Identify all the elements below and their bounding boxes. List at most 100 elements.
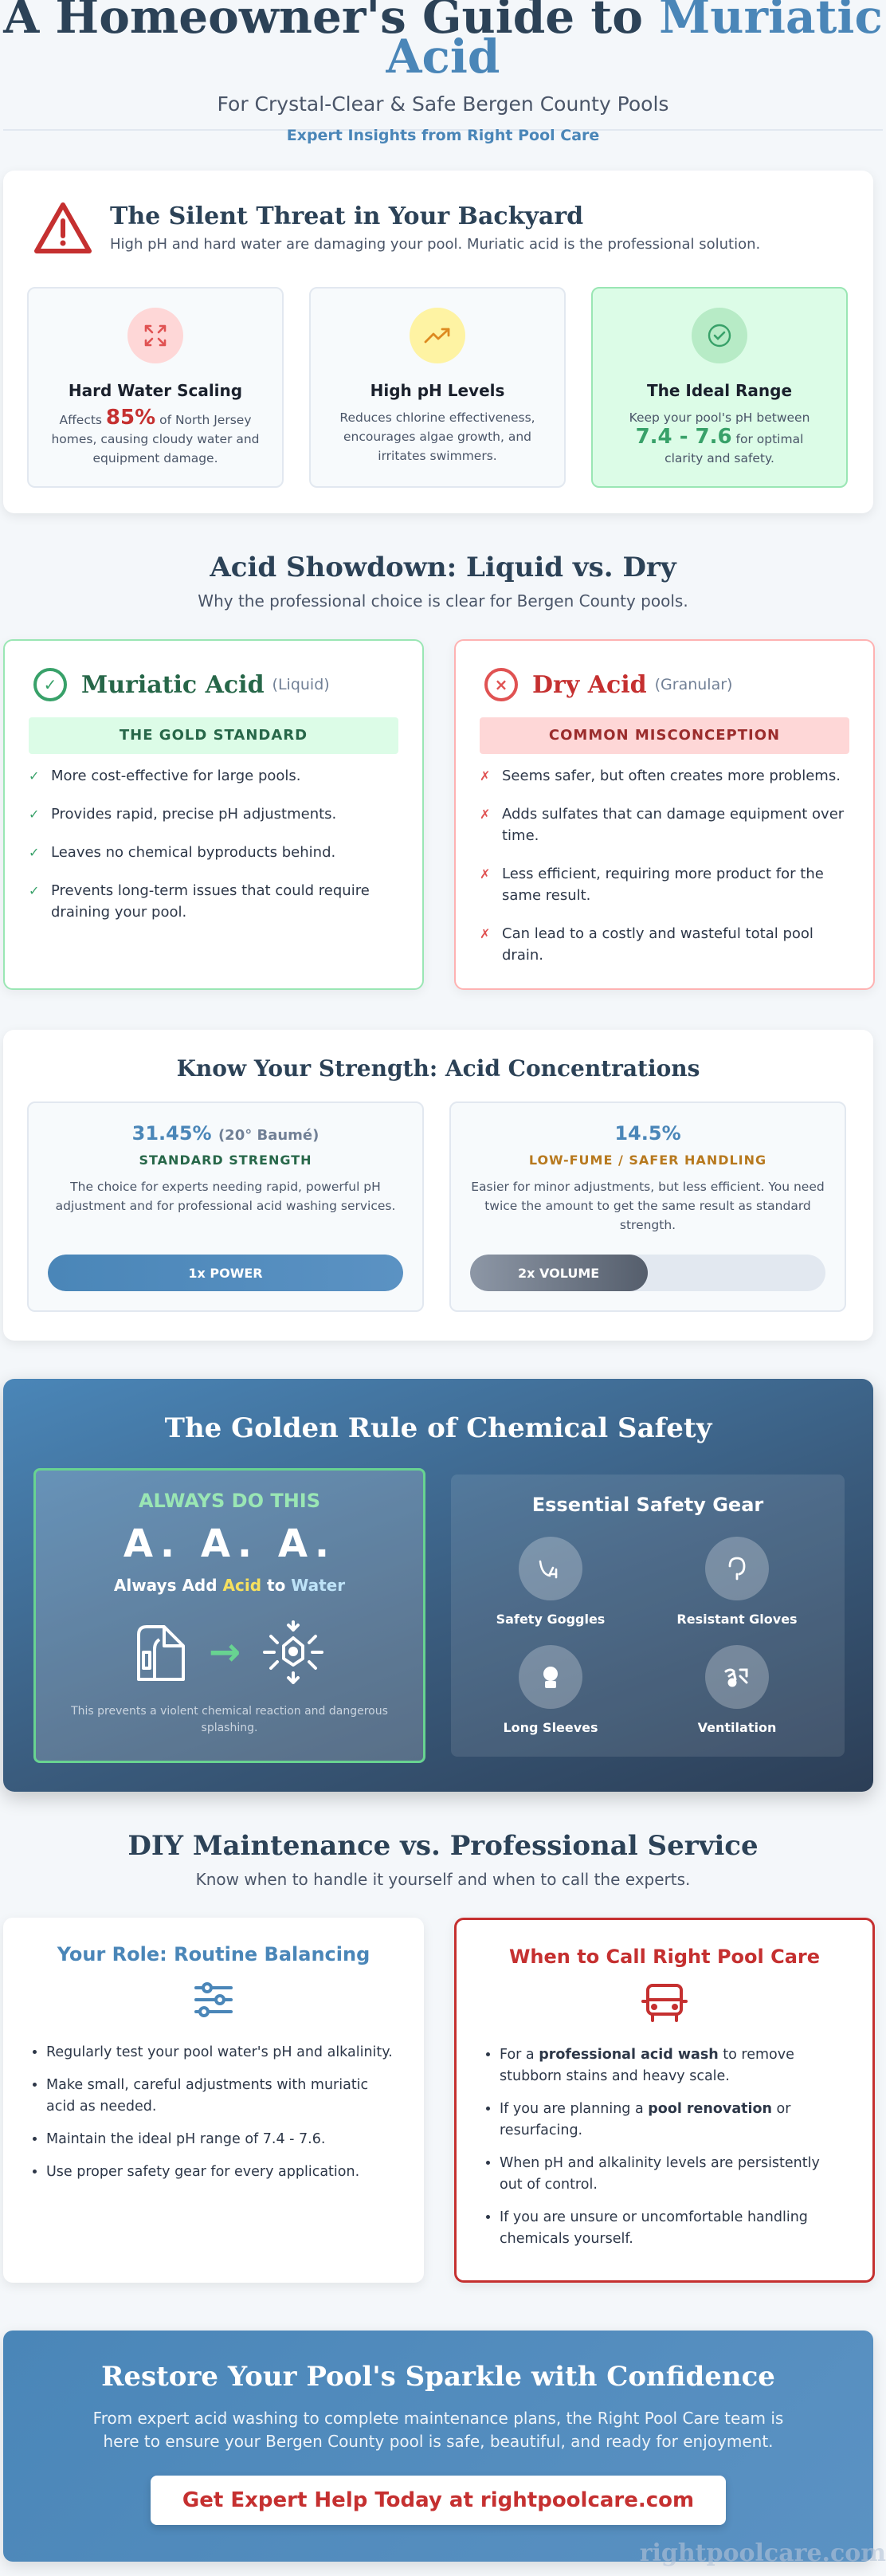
- card-text: Reduces chlorine effectiveness, encourag…: [339, 410, 535, 463]
- gear-item: Resistant Gloves: [645, 1537, 829, 1627]
- strength-section: Know Your Strength: Acid Concentrations …: [3, 1030, 873, 1341]
- trending-up-icon: [410, 308, 465, 363]
- arrow-right-icon: →: [208, 1630, 241, 1675]
- strength-title: Know Your Strength: Acid Concentrations: [176, 1055, 700, 1082]
- volume-bar-fill: 2x VOLUME: [470, 1255, 648, 1291]
- call-experts-card: When to Call Right Pool Care For a profe…: [454, 1918, 875, 2283]
- safety-gear-panel: Essential Safety Gear Safety Goggles Res…: [451, 1475, 845, 1757]
- threat-title: The Silent Threat in Your Backyard: [110, 202, 584, 230]
- sliders-icon: [194, 1982, 233, 2017]
- always-heading: ALWAYS DO THIS: [138, 1490, 321, 1512]
- list-item: Maintain the ideal pH range of 7.4 - 7.6…: [46, 2129, 398, 2150]
- cta-section: Restore Your Pool's Sparkle with Confide…: [3, 2331, 873, 2562]
- cta-text: From expert acid washing to complete mai…: [92, 2409, 784, 2451]
- dry-acid-card: × Dry Acid (Granular) COMMON MISCONCEPTI…: [454, 639, 875, 990]
- list-item: ✓ Provides rapid, precise pH adjustments.: [29, 803, 398, 825]
- golden-rule-section: The Golden Rule of Chemical Safety ALWAY…: [3, 1379, 873, 1792]
- shirt-icon: [519, 1645, 582, 1709]
- rule-text: Always Add Acid to Water: [113, 1576, 346, 1595]
- list-item: ✓ Prevents long-term issues that could re…: [29, 880, 398, 923]
- safety-note: This prevents a violent chemical reactio…: [71, 1705, 388, 1734]
- diy-subtitle: Know when to handle it yourself and when…: [195, 1870, 691, 1889]
- concentration-percent: 14.5%: [614, 1122, 681, 1145]
- showdown-title: Acid Showdown: Liquid vs. Dry: [210, 552, 676, 583]
- list-item: If you are planning a pool renovation or…: [500, 2099, 847, 2142]
- check-icon: ✓: [29, 883, 40, 898]
- x-circle-icon: ×: [484, 668, 518, 701]
- dry-drawbacks-list: ✗ Seems safer, but often creates more pro…: [480, 765, 849, 983]
- acid-name: Dry Acid: [532, 670, 647, 699]
- your-role-card: Your Role: Routine Balancing Regularly t…: [3, 1918, 424, 2283]
- scaling-arrows-icon: [127, 308, 183, 363]
- fan-icon: [705, 1645, 769, 1709]
- liquid-benefits-list: ✓ More cost-effective for large pools. ✓ P…: [29, 765, 398, 940]
- power-bar-fill: 1x POWER: [48, 1255, 403, 1291]
- aaa-mnemonic: A. A. A.: [123, 1522, 336, 1566]
- check-icon: ✓: [29, 845, 40, 860]
- hero-header: A Homeowner's Guide to Muriatic Acid For…: [3, 0, 883, 144]
- list-item: ✗ Seems safer, but often creates more pro…: [480, 765, 849, 787]
- call-experts-title: When to Call Right Pool Care: [508, 1946, 821, 1968]
- card-title: High pH Levels: [370, 381, 505, 400]
- cta-title: Restore Your Pool's Sparkle with Confide…: [101, 2361, 775, 2393]
- list-item: For a professional acid wash to remove s…: [500, 2044, 847, 2087]
- x-icon: ✗: [480, 807, 491, 822]
- check-icon: ✓: [29, 807, 40, 822]
- gloves-icon: [705, 1537, 769, 1600]
- check-icon: ✓: [29, 768, 40, 783]
- get-expert-help-button[interactable]: Get Expert Help Today at rightpoolcare.c…: [150, 2476, 727, 2525]
- goggles-icon: [519, 1537, 582, 1600]
- card-title: The Ideal Range: [646, 381, 793, 400]
- check-circle-icon: ✓: [33, 668, 67, 701]
- page-title: A Homeowner's Guide to Muriatic Acid: [3, 0, 883, 84]
- golden-rule-title: The Golden Rule of Chemical Safety: [164, 1412, 712, 1444]
- acid-kind: (Liquid): [272, 676, 330, 693]
- page-subtitle: For Crystal-Clear & Safe Bergen County P…: [217, 92, 669, 116]
- threat-section: The Silent Threat in Your Backyard High …: [3, 171, 873, 513]
- high-ph-card: High pH Levels Reduces chlorine effectiv…: [309, 287, 566, 488]
- gear-item: Safety Goggles: [459, 1537, 642, 1627]
- concentration-label: LOW-FUME / SAFER HANDLING: [528, 1153, 767, 1168]
- role-list: Regularly test your pool water's pH and …: [29, 2042, 398, 2183]
- your-role-title: Your Role: Routine Balancing: [57, 1943, 370, 1965]
- list-item: ✗ Less efficient, requiring more product …: [480, 863, 849, 906]
- concentration-label: STANDARD STRENGTH: [139, 1153, 312, 1168]
- ideal-range-card: The Ideal Range Keep your pool's pH betw…: [591, 287, 848, 488]
- card-text: Keep your pool's pH between 7.4 - 7.6 fo…: [629, 410, 810, 465]
- splash-reaction-icon: [263, 1620, 324, 1684]
- concentration-description: The choice for experts needing rapid, po…: [55, 1180, 396, 1213]
- list-item: If you are unsure or uncomfortable handl…: [500, 2207, 847, 2250]
- list-item: Use proper safety gear for every applica…: [46, 2162, 398, 2183]
- list-item: When pH and alkalinity levels are persis…: [500, 2153, 847, 2196]
- gear-item: Long Sleeves: [459, 1645, 642, 1735]
- showdown-subtitle: Why the professional choice is clear for…: [198, 591, 688, 611]
- x-icon: ✗: [480, 866, 491, 882]
- threat-description: High pH and hard water are damaging your…: [110, 236, 761, 253]
- card-text: Affects 85% of North Jersey homes, causi…: [51, 406, 260, 465]
- page-tagline: Expert Insights from Right Pool Care: [286, 127, 600, 144]
- watermark-text: rightpoolcare.com: [639, 2539, 886, 2567]
- concentration-card: 14.5% LOW-FUME / SAFER HANDLING Easier f…: [449, 1101, 846, 1312]
- concentration-percent: 31.45% (20° Baumé): [131, 1122, 320, 1145]
- concentration-description: Easier for minor adjustments, but less e…: [471, 1180, 825, 1232]
- misconception-badge: COMMON MISCONCEPTION: [480, 717, 849, 754]
- x-icon: ✗: [480, 768, 491, 783]
- gold-standard-badge: THE GOLD STANDARD: [29, 717, 398, 754]
- list-item: Regularly test your pool water's pH and …: [46, 2042, 398, 2064]
- call-list: For a professional acid wash to remove s…: [482, 2044, 847, 2250]
- hard-water-card: Hard Water Scaling Affects 85% of North …: [27, 287, 284, 488]
- list-item: ✗ Adds sulfates that can damage equipment…: [480, 803, 849, 846]
- acid-kind: (Granular): [654, 676, 733, 693]
- always-do-this-panel: ALWAYS DO THIS A. A. A. Always Add Acid …: [33, 1468, 425, 1763]
- x-icon: ✗: [480, 926, 491, 941]
- gear-item: Ventilation: [645, 1645, 829, 1735]
- list-item: ✗ Can lead to a costly and wasteful total…: [480, 923, 849, 966]
- acid-container-icon: [136, 1625, 185, 1681]
- acid-name: Muriatic Acid: [81, 670, 265, 699]
- concentration-card: 31.45% (20° Baumé) STANDARD STRENGTH The…: [27, 1101, 424, 1312]
- safety-gear-title: Essential Safety Gear: [531, 1494, 764, 1516]
- power-bar: 1x POWER: [48, 1255, 403, 1291]
- card-title: Hard Water Scaling: [68, 381, 243, 400]
- list-item: ✓ Leaves no chemical byproducts behind.: [29, 842, 398, 863]
- check-circle-icon: [692, 308, 747, 363]
